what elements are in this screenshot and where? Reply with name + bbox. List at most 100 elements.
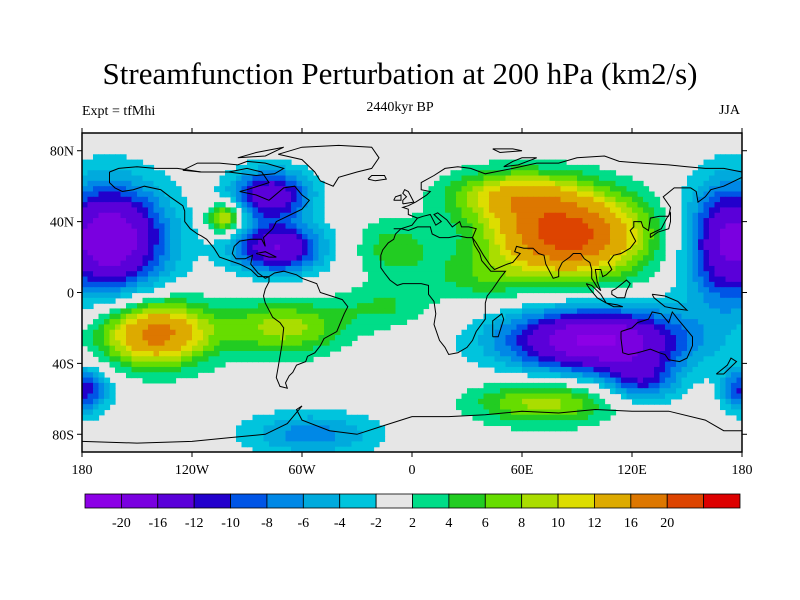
field-cell bbox=[197, 329, 204, 336]
field-cell bbox=[346, 335, 353, 341]
field-cell bbox=[549, 414, 556, 421]
field-cell bbox=[665, 335, 672, 341]
field-cell bbox=[555, 186, 562, 193]
field-cell bbox=[214, 239, 221, 246]
field-cell bbox=[494, 335, 501, 341]
field-cell bbox=[544, 281, 551, 288]
field-cell bbox=[483, 239, 490, 246]
field-cell bbox=[450, 271, 457, 278]
field-cell bbox=[307, 425, 314, 432]
field-cell bbox=[159, 260, 166, 267]
field-cell bbox=[516, 196, 523, 203]
field-cell bbox=[555, 350, 562, 357]
field-cell bbox=[313, 186, 320, 193]
field-cell bbox=[533, 404, 540, 411]
field-cell bbox=[687, 202, 694, 209]
field-cell bbox=[159, 303, 166, 310]
field-cell bbox=[516, 388, 523, 395]
field-cell bbox=[307, 297, 314, 304]
field-cell bbox=[522, 202, 529, 209]
field-cell bbox=[280, 425, 287, 432]
field-cell bbox=[610, 180, 617, 187]
field-cell bbox=[395, 292, 402, 299]
field-cell bbox=[632, 313, 639, 320]
field-cell bbox=[527, 361, 534, 368]
field-cell bbox=[159, 377, 166, 384]
field-cell bbox=[357, 287, 364, 294]
field-cell bbox=[280, 180, 287, 187]
field-cell bbox=[467, 255, 474, 262]
coastline bbox=[417, 176, 742, 292]
field-cell bbox=[533, 340, 540, 347]
field-cell bbox=[643, 308, 650, 315]
field-cell bbox=[296, 212, 303, 219]
field-cell bbox=[571, 361, 578, 368]
field-cell bbox=[527, 340, 534, 347]
field-cell bbox=[258, 239, 265, 246]
field-cell bbox=[252, 223, 259, 230]
field-cell bbox=[615, 335, 622, 341]
field-cell bbox=[500, 265, 507, 272]
field-cell bbox=[181, 218, 188, 224]
field-cell bbox=[258, 170, 265, 177]
field-cell bbox=[588, 223, 595, 230]
field-cell bbox=[648, 398, 655, 405]
field-cell bbox=[720, 260, 727, 267]
field-cell bbox=[621, 356, 628, 363]
field-cell bbox=[670, 308, 677, 315]
field-cell bbox=[714, 271, 721, 278]
field-cell bbox=[511, 234, 518, 240]
field-cell bbox=[395, 313, 402, 320]
field-cell bbox=[577, 180, 584, 187]
field-cell bbox=[186, 324, 193, 331]
field-cell bbox=[120, 319, 127, 325]
field-cell bbox=[434, 297, 441, 304]
field-cell bbox=[505, 420, 512, 427]
field-cell bbox=[225, 308, 232, 315]
field-cell bbox=[582, 164, 589, 171]
field-cell bbox=[577, 223, 584, 230]
field-cell bbox=[120, 255, 127, 262]
field-cell bbox=[324, 414, 331, 421]
field-cell bbox=[527, 249, 534, 256]
field-cell bbox=[186, 223, 193, 230]
field-cell bbox=[599, 223, 606, 230]
field-cell bbox=[87, 228, 94, 235]
field-cell bbox=[362, 281, 369, 288]
field-cell bbox=[720, 154, 727, 161]
field-cell bbox=[241, 308, 248, 315]
field-cell bbox=[615, 180, 622, 187]
field-cell bbox=[626, 191, 633, 198]
field-cell bbox=[522, 281, 529, 288]
field-cell bbox=[340, 441, 347, 448]
field-cell bbox=[714, 159, 721, 166]
field-cell bbox=[483, 345, 490, 352]
field-cell bbox=[615, 377, 622, 384]
field-cell bbox=[632, 186, 639, 193]
field-cell bbox=[665, 350, 672, 357]
field-cell bbox=[577, 287, 584, 294]
field-cell bbox=[626, 244, 633, 251]
field-cell bbox=[131, 164, 138, 171]
field-cell bbox=[214, 223, 221, 230]
field-cell bbox=[357, 324, 364, 331]
field-cell bbox=[703, 345, 710, 352]
field-cell bbox=[236, 234, 243, 240]
field-cell bbox=[560, 393, 567, 400]
field-cell bbox=[181, 297, 188, 304]
field-cell bbox=[709, 340, 716, 347]
field-cell bbox=[632, 191, 639, 198]
field-cell bbox=[494, 345, 501, 352]
field-cell bbox=[582, 281, 589, 288]
field-cell bbox=[87, 180, 94, 187]
field-cell bbox=[522, 319, 529, 325]
field-cell bbox=[566, 388, 573, 395]
field-cell bbox=[346, 319, 353, 325]
field-cell bbox=[351, 441, 358, 448]
colorbar-swatch bbox=[521, 493, 559, 509]
field-cell bbox=[659, 244, 666, 251]
field-cell bbox=[615, 313, 622, 320]
field-cell bbox=[494, 398, 501, 405]
field-cell bbox=[709, 239, 716, 246]
field-cell bbox=[384, 292, 391, 299]
